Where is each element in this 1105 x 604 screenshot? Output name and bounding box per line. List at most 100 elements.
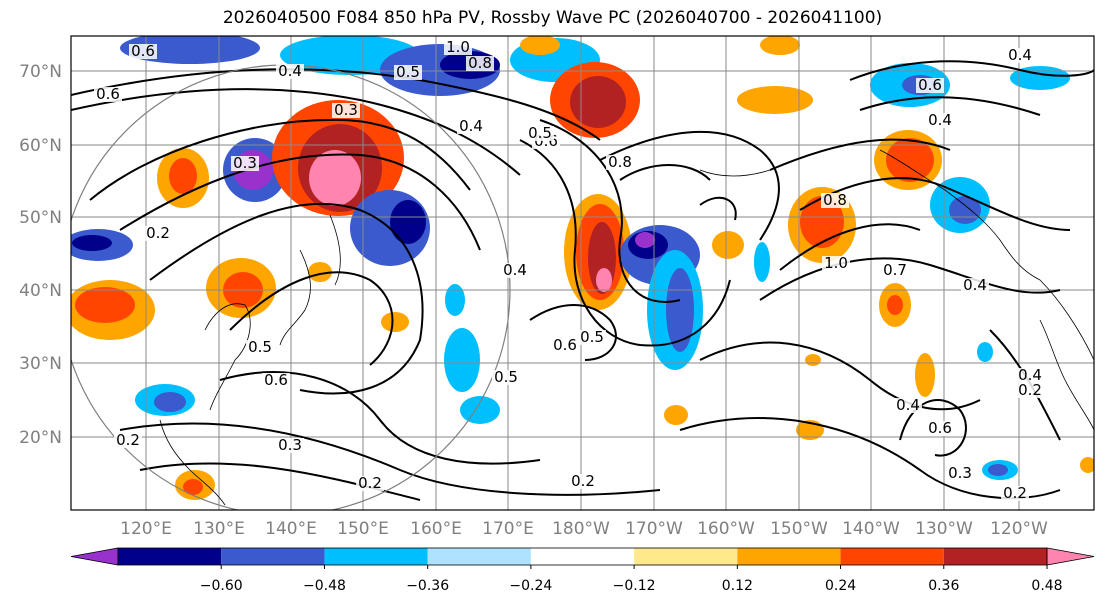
longitude-label: 160°W — [697, 519, 755, 539]
contour-label-bg — [881, 263, 909, 278]
colorbar-tick-label: −0.60 — [200, 578, 243, 594]
colorbar-tick-label: −0.48 — [303, 578, 346, 594]
contour-label: 0.2 — [571, 472, 595, 490]
contour-label: 0.3 — [233, 154, 257, 172]
contour-label-bg — [231, 156, 259, 171]
longitude-label: 180°W — [552, 519, 610, 539]
contour-label-bg — [1001, 486, 1029, 501]
contour-label-bg — [492, 370, 520, 385]
longitude-label: 170°E — [482, 519, 534, 539]
pv-contours — [71, 60, 1094, 501]
contour-label: 0.8 — [608, 153, 632, 171]
contour-label: 0.6 — [553, 336, 577, 354]
contour-label-bg — [94, 87, 122, 102]
contour-label: 1.0 — [446, 38, 470, 56]
latitude-label: 60°N — [19, 136, 62, 156]
longitude-label: 130°W — [915, 519, 973, 539]
contour-label: 0.5 — [494, 368, 518, 386]
colorbar-swatch — [530, 548, 635, 565]
pv-anomaly-fill — [71, 36, 1094, 500]
contour-label-bg — [578, 330, 606, 345]
contour-label: 0.2 — [1018, 381, 1042, 399]
contour-label-bg — [501, 263, 529, 278]
colorbar-tick-label: 0.48 — [1031, 578, 1062, 594]
contour-label-bg — [946, 466, 974, 481]
contour-label: 0.8 — [468, 54, 492, 72]
contour-labels: 0.61.00.50.40.80.30.40.30.60.60.60.40.40… — [94, 38, 1044, 502]
colorbar-swatch — [737, 548, 841, 565]
contour-label-bg — [822, 256, 850, 271]
contour-label: 0.6 — [131, 42, 155, 60]
contour-label-bg — [926, 421, 954, 436]
colorbar-swatch — [324, 548, 428, 565]
colorbar-swatch — [221, 548, 325, 565]
contour-label-bg — [466, 56, 494, 71]
contour-label: 0.2 — [146, 224, 170, 242]
latitude-label: 30°N — [19, 354, 62, 374]
contour-label-bg — [129, 44, 157, 59]
latitude-label: 70°N — [19, 62, 62, 82]
contour-label-bg — [1006, 48, 1034, 63]
contour-label: 0.2 — [1003, 484, 1027, 502]
colorbar-tick-label: 0.12 — [722, 578, 753, 594]
contour-label-bg — [276, 438, 304, 453]
contour-label-bg — [394, 65, 422, 80]
colorbar-swatch — [943, 548, 1047, 565]
latitude-label: 50°N — [19, 208, 62, 228]
contour-label: 0.5 — [580, 328, 604, 346]
contour-label: 0.4 — [503, 261, 527, 279]
contour-label: 0.5 — [396, 63, 420, 81]
colorbar-tick-label: −0.24 — [509, 578, 552, 594]
contour-label: 0.4 — [459, 117, 483, 135]
latitude-labels: 70°N 60°N 50°N 40°N 30°N 20°N — [19, 62, 62, 448]
colorbar-swatch — [118, 548, 222, 565]
contour-label: 0.3 — [948, 464, 972, 482]
map-title: 2026040500 F084 850 hPa PV, Rossby Wave … — [222, 8, 883, 28]
colorbar-tick-label: 0.36 — [928, 578, 959, 594]
contour-label-bg — [246, 340, 274, 355]
contour-label-bg — [821, 193, 849, 208]
longitude-label: 120°E — [120, 519, 172, 539]
longitude-label: 150°W — [770, 519, 828, 539]
contour-label-bg — [926, 113, 954, 128]
contour-label: 0.2 — [116, 431, 140, 449]
longitude-label: 120°W — [990, 519, 1048, 539]
contour-label-bg — [276, 64, 304, 79]
contour-label-bg — [332, 103, 360, 118]
colorbar-swatch — [634, 548, 738, 565]
longitude-label: 160°E — [410, 519, 462, 539]
contour-label: 0.6 — [928, 419, 952, 437]
contour-label-bg — [114, 433, 142, 448]
contour-label-bg — [457, 119, 485, 134]
colorbar-tick-label: −0.12 — [613, 578, 656, 594]
latitude-label: 40°N — [19, 281, 62, 301]
contour-label: 0.5 — [528, 124, 552, 142]
contour-label: 0.4 — [1018, 366, 1042, 384]
contour-label: 0.3 — [278, 436, 302, 454]
contour-label-bg — [961, 278, 989, 293]
contour-label-bg — [551, 338, 579, 353]
colorbar: −0.60 −0.48 −0.36 −0.24 −0.12 0.12 0.24 0.36 0.4… — [70, 547, 1095, 594]
colorbar-tick-label: −0.36 — [406, 578, 449, 594]
contour-label-bg — [262, 373, 290, 388]
contour-label: 0.8 — [823, 191, 847, 209]
longitude-label: 150°E — [337, 519, 389, 539]
colorbar-extend-high — [1046, 547, 1095, 566]
contour-label: 0.2 — [358, 474, 382, 492]
contour-label-bg — [569, 474, 597, 489]
longitude-label: 140°E — [265, 519, 317, 539]
contour-label-bg — [916, 78, 944, 93]
latitude-label: 20°N — [19, 428, 62, 448]
contour-label-bg — [356, 476, 384, 491]
contour-label: 0.6 — [264, 371, 288, 389]
contour-label: 0.4 — [928, 111, 952, 129]
contour-label-bg — [144, 226, 172, 241]
colorbar-frame — [117, 547, 1048, 566]
contour-label-bg — [1016, 383, 1044, 398]
contour-label: 0.6 — [96, 85, 120, 103]
contour-label: 0.5 — [248, 338, 272, 356]
colorbar-extend-low — [70, 547, 119, 566]
contour-label: 0.4 — [1008, 46, 1032, 64]
longitude-label: 140°W — [842, 519, 900, 539]
